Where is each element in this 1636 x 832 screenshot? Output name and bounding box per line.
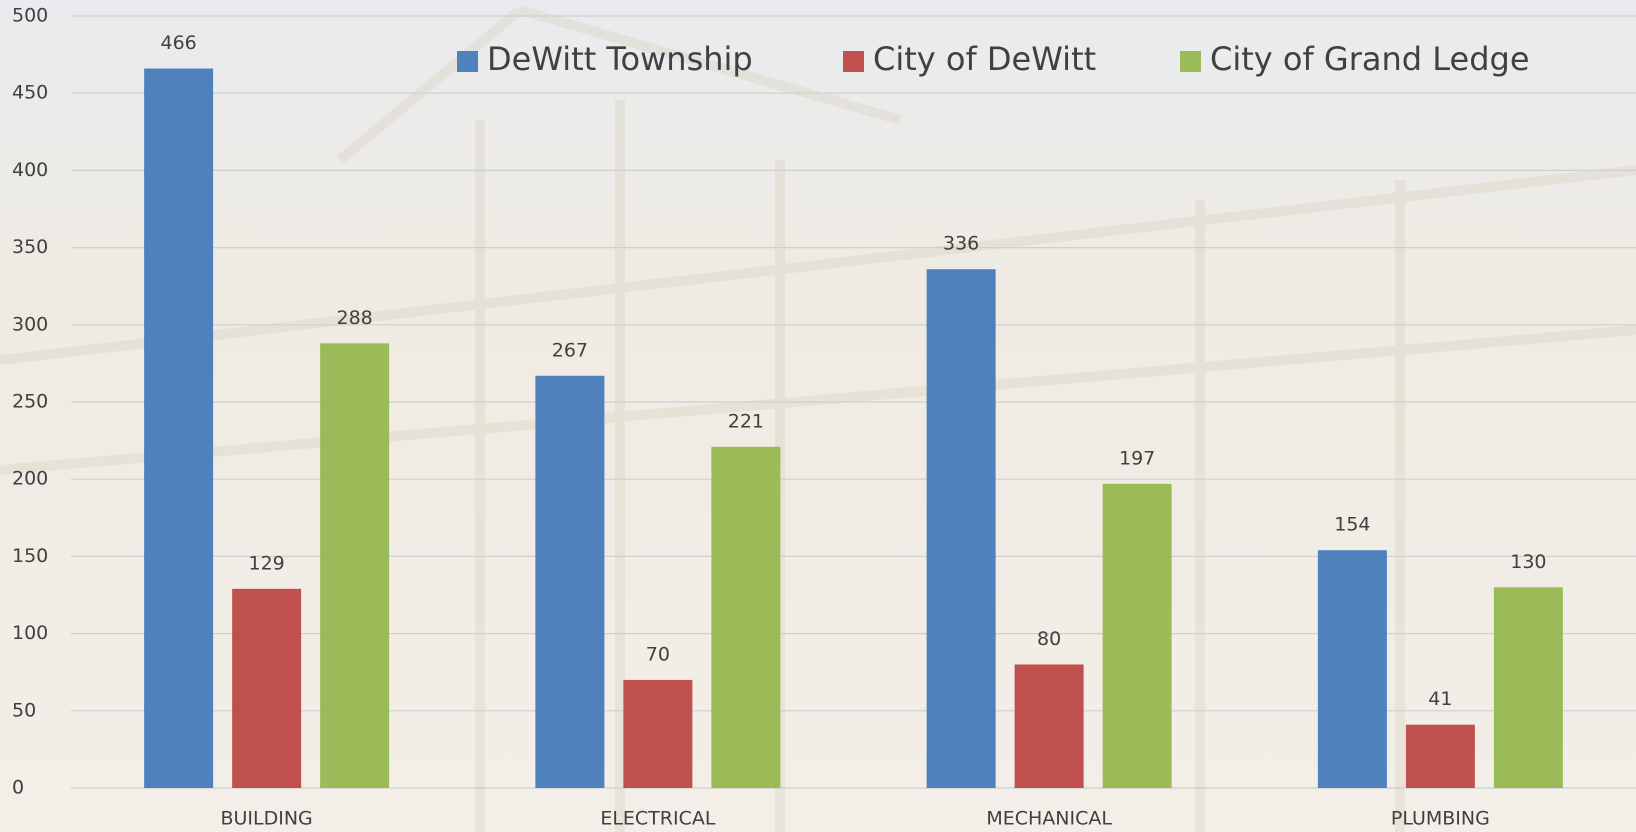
data-label: 267	[552, 339, 588, 361]
y-tick-label: 250	[12, 391, 48, 413]
data-label: 130	[1510, 551, 1546, 573]
data-label: 336	[943, 233, 979, 255]
y-tick-label: 400	[12, 159, 48, 181]
data-label: 41	[1428, 688, 1452, 710]
data-label: 197	[1119, 447, 1155, 469]
y-tick-label: 50	[12, 699, 36, 721]
y-tick-label: 0	[12, 777, 24, 799]
x-tick-label: MECHANICAL	[986, 808, 1112, 830]
y-tick-label: 300	[12, 313, 48, 335]
bar	[623, 679, 693, 788]
data-label: 129	[248, 552, 284, 574]
data-label: 221	[728, 410, 764, 432]
data-label: 154	[1334, 514, 1370, 536]
bar	[1493, 587, 1563, 788]
data-label: 466	[160, 32, 196, 54]
data-label: 288	[336, 307, 372, 329]
bar	[320, 343, 390, 788]
legend-label: City of DeWitt	[873, 40, 1096, 78]
y-tick-label: 500	[12, 5, 48, 27]
legend-swatch	[457, 51, 478, 72]
legend-swatch	[843, 51, 864, 72]
bar	[926, 269, 996, 788]
legend-label: City of Grand Ledge	[1210, 40, 1530, 78]
data-label: 70	[646, 643, 670, 665]
bar	[144, 68, 214, 789]
bar	[711, 446, 781, 788]
x-tick-label: BUILDING	[220, 808, 312, 830]
bar	[232, 588, 302, 788]
bar	[1102, 483, 1172, 788]
x-tick-label: ELECTRICAL	[600, 808, 716, 830]
y-tick-label: 200	[12, 468, 48, 490]
y-tick-label: 150	[12, 545, 48, 567]
y-tick-label: 450	[12, 82, 48, 104]
bar	[535, 375, 605, 788]
bar	[1405, 724, 1475, 788]
bar	[1317, 550, 1387, 788]
legend-label: DeWitt Township	[487, 40, 753, 78]
bar	[1014, 664, 1084, 788]
y-tick-label: 350	[12, 236, 48, 258]
data-label: 80	[1037, 628, 1061, 650]
legend-swatch	[1180, 51, 1201, 72]
x-tick-label: PLUMBING	[1391, 808, 1490, 830]
y-tick-label: 100	[12, 622, 48, 644]
